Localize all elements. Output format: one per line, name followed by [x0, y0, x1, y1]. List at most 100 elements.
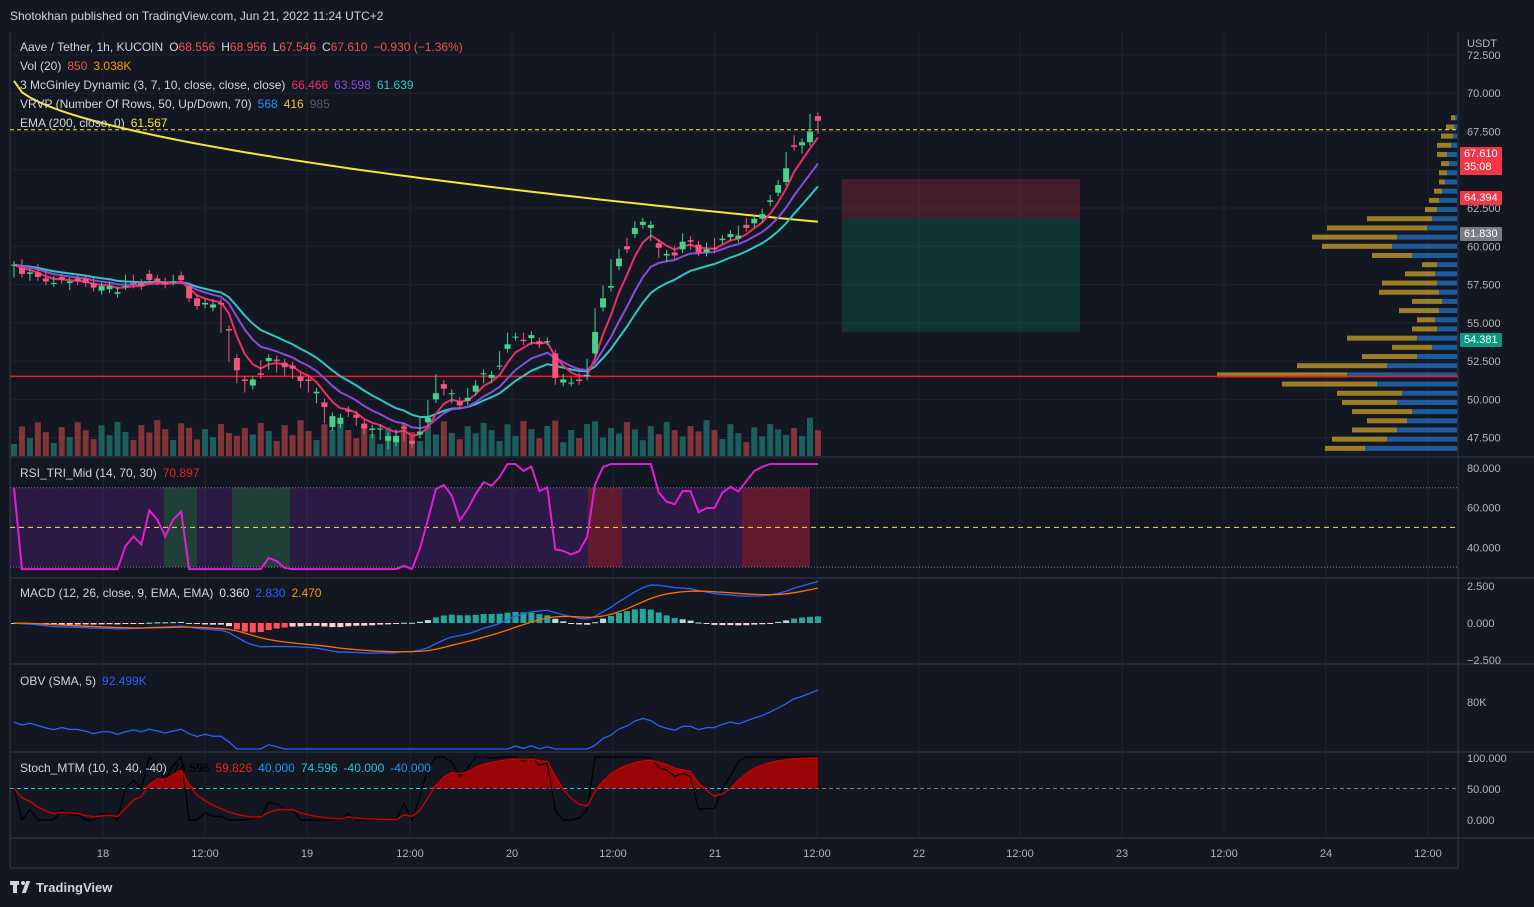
candle-down	[297, 376, 304, 381]
macd-histogram-bar	[265, 623, 272, 631]
volume-bar	[58, 427, 65, 456]
vrvp-down-bar	[1327, 225, 1427, 231]
volume-bar	[496, 441, 503, 456]
position-reward-zone	[842, 218, 1080, 333]
candle-up	[727, 234, 734, 238]
candle-up	[385, 436, 392, 441]
rsi-value: 70.897	[162, 466, 200, 480]
macd-histogram-bar	[647, 609, 654, 623]
target-price-badge: 54.381	[1460, 333, 1502, 347]
vrvp-down-bar	[1337, 390, 1402, 396]
volume-bar	[424, 426, 431, 456]
vrvp-up-bar	[1435, 271, 1457, 277]
vrvp-up-bar	[1432, 344, 1457, 350]
macd-histogram-bar	[369, 623, 376, 626]
candle-down	[456, 400, 463, 406]
chart-canvas[interactable]: 72.50070.00067.50065.00062.50060.00057.5…	[0, 32, 1534, 872]
candle-up	[679, 241, 686, 250]
macd-histogram-bar	[560, 621, 567, 623]
volume-bar	[456, 439, 463, 456]
volume-bar	[655, 434, 662, 456]
mcginley-mid-line	[13, 162, 819, 430]
candle-down	[520, 339, 527, 342]
volume-bar	[321, 424, 328, 456]
candle-down	[671, 252, 678, 256]
tradingview-brand: TradingView	[36, 880, 113, 895]
candle-up	[512, 336, 519, 338]
volume-bar	[592, 421, 599, 456]
obv-name: OBV (SMA, 5)	[20, 674, 97, 688]
candle-down	[90, 283, 97, 288]
macd-histogram-bar	[600, 618, 607, 623]
vrvp-down-bar	[1429, 197, 1439, 203]
macd-hist-value: 0.360	[219, 586, 250, 600]
candle-up	[647, 224, 654, 228]
macd-histogram-bar	[377, 623, 384, 625]
candle-up	[639, 221, 646, 225]
macd-histogram-bar	[281, 623, 288, 628]
candle-up	[767, 200, 774, 202]
stoch-value-1: 74.596	[172, 761, 210, 775]
macd-histogram-bar	[393, 623, 400, 624]
low-value: 67.546	[279, 40, 316, 54]
tradingview-footer[interactable]: TradingView	[10, 880, 112, 895]
volume-bar	[432, 434, 439, 456]
close-value: 67.610	[330, 40, 368, 54]
macd-histogram-bar	[98, 623, 105, 625]
macd-histogram-bar	[807, 616, 813, 623]
volume-bar	[210, 437, 216, 456]
time-tick-label: 18	[97, 848, 109, 860]
volume-bar	[767, 424, 774, 456]
ema-name: EMA (200, close, 0)	[20, 116, 125, 130]
macd-histogram-bar	[337, 623, 344, 628]
volume-bar	[98, 425, 105, 456]
volume-bar	[82, 430, 89, 456]
vrvp-down-bar	[1392, 344, 1432, 350]
macd-histogram-bar	[719, 623, 726, 626]
macd-histogram-bar	[584, 623, 591, 625]
macd-tick-label: −2.500	[1467, 655, 1501, 667]
candle-up	[544, 341, 551, 343]
macd-histogram-bar	[401, 622, 408, 624]
candle-up	[98, 286, 105, 291]
macd-histogram-bar	[791, 618, 798, 623]
volume-bar	[178, 423, 185, 456]
macd-histogram-bar	[488, 614, 495, 623]
vrvp-down-bar	[1441, 161, 1449, 167]
candle-up	[592, 332, 599, 354]
candle-up	[393, 436, 400, 443]
volume-bar	[289, 435, 296, 456]
candle-down	[34, 272, 41, 277]
vrvp-up-bar	[1412, 409, 1457, 415]
candle-down	[655, 243, 662, 248]
vrvp-down-bar	[1312, 234, 1397, 240]
volume-bar	[34, 422, 41, 456]
volume-bar	[623, 422, 630, 456]
macd-histogram-bar	[775, 621, 782, 623]
macd-histogram-bar	[241, 623, 248, 632]
vrvp-down-bar	[1412, 326, 1437, 332]
macd-histogram-bar	[615, 612, 622, 623]
legend-macd: MACD (12, 26, close, 9, EMA, EMA) 0.360 2.…	[20, 586, 327, 600]
price-tick-label: 72.500	[1467, 50, 1501, 62]
macd-histogram-bar	[679, 619, 686, 623]
candle-down	[194, 298, 201, 306]
rsi-tick-label: 80.000	[1467, 463, 1501, 475]
stoch-fill	[14, 757, 818, 789]
legend-vrvp: VRVP (Number Of Rows, 50, Up/Down, 70) 56…	[20, 97, 336, 111]
candle-up	[480, 373, 487, 375]
open-value: 68.556	[178, 40, 216, 54]
volume-bar	[11, 444, 17, 456]
macd-histogram-bar	[528, 612, 535, 623]
volume-bar	[50, 443, 57, 456]
volume-bar	[663, 422, 670, 456]
macd-histogram-bar	[90, 623, 97, 625]
high-value: 68.956	[229, 40, 267, 54]
candle-down	[154, 278, 161, 282]
mcginley-value-1: 66.466	[291, 78, 329, 92]
macd-tick-label: 2.500	[1467, 581, 1495, 593]
vol-value-2: 3.038K	[93, 59, 132, 73]
volume-bar	[106, 435, 113, 456]
candle-up	[26, 272, 33, 274]
candle-down	[241, 379, 248, 381]
